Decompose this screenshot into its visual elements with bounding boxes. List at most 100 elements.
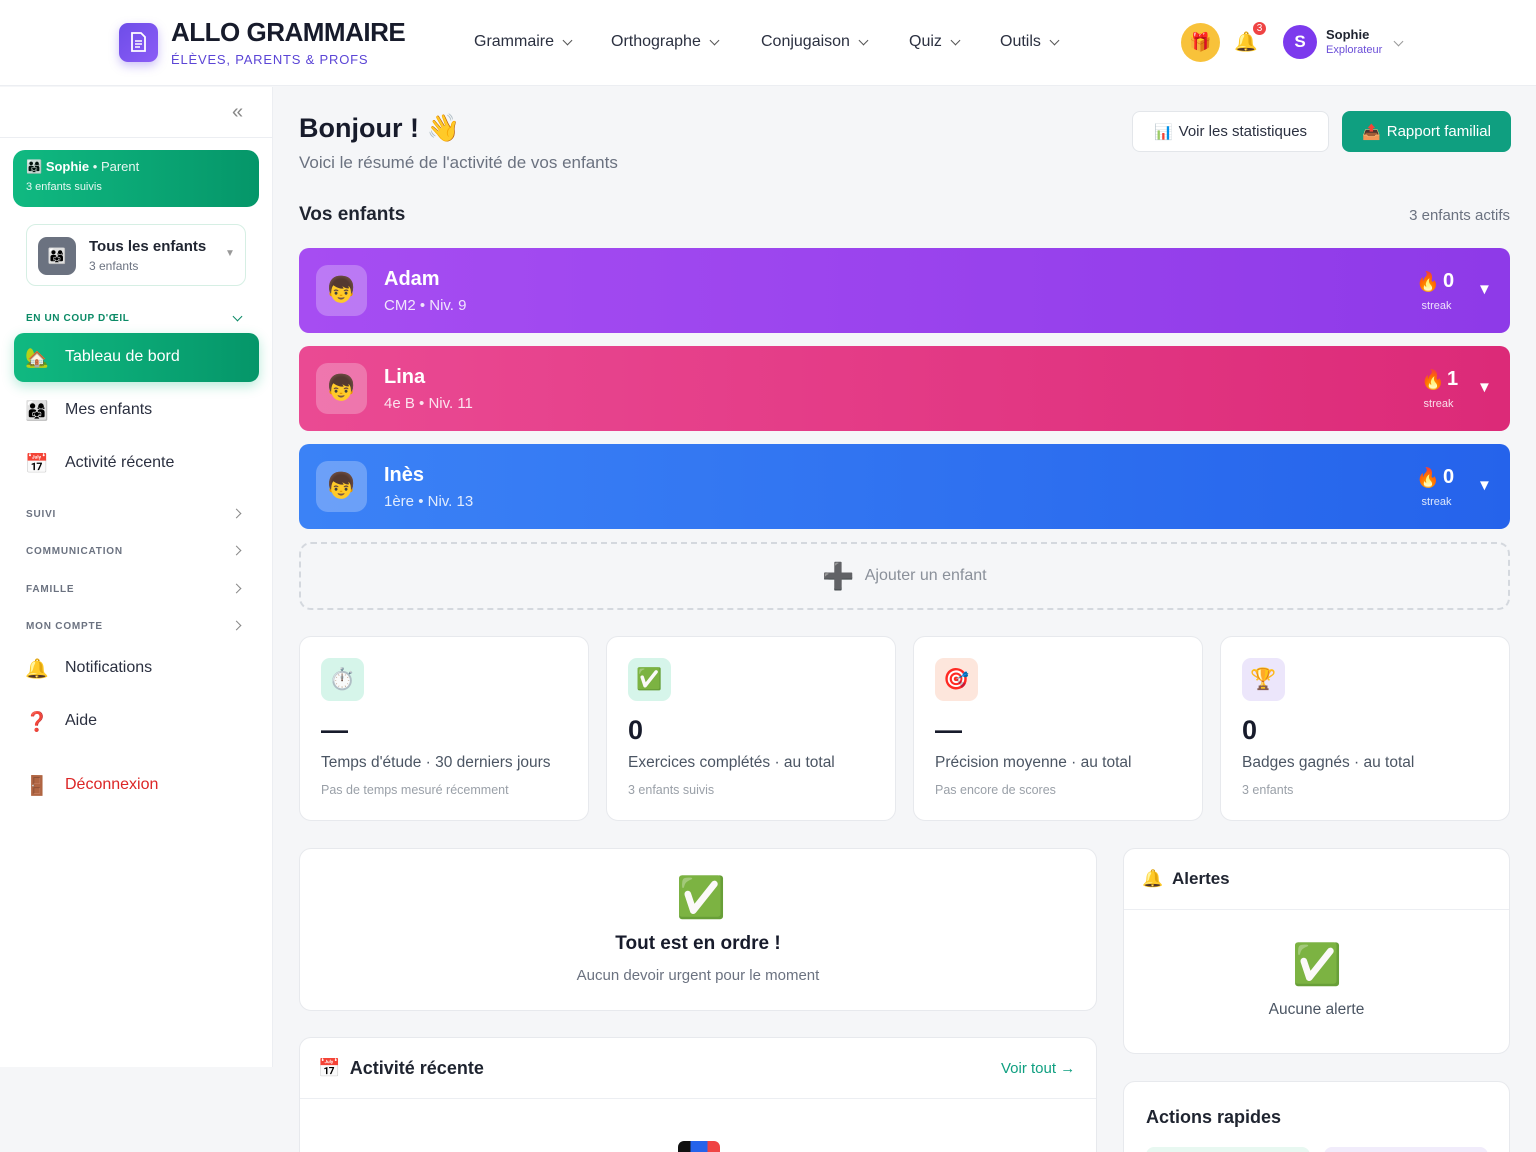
target-icon: 🎯 bbox=[935, 658, 978, 701]
chevron-down-icon bbox=[709, 35, 720, 45]
child-selector[interactable]: 👨‍👩‍👧 Tous les enfants 3 enfants ▼ bbox=[26, 224, 246, 286]
logo-icon[interactable] bbox=[119, 23, 158, 62]
chevron-right-icon[interactable] bbox=[231, 620, 242, 631]
streak-value: 1 bbox=[1447, 368, 1459, 390]
chevron-down-icon bbox=[858, 35, 869, 45]
child-card-adam[interactable]: 👦 Adam CM2 • Niv. 9 🔥 0 streak ▼ bbox=[299, 248, 1510, 333]
stat-note: Pas de temps mesuré récemment bbox=[321, 783, 509, 797]
logout-label: Déconnexion bbox=[65, 776, 159, 793]
nav-orthographe[interactable]: Orthographe bbox=[611, 33, 720, 51]
homework-status-panel: ✅ Tout est en ordre ! Aucun devoir urgen… bbox=[299, 848, 1097, 1011]
sidebar-item-label: Tableau de bord bbox=[65, 348, 180, 365]
page-title: Bonjour ! 👋 bbox=[299, 113, 461, 143]
nav-conjugaison[interactable]: Conjugaison bbox=[761, 33, 869, 51]
stat-value: — bbox=[935, 715, 962, 745]
homework-status-title: Tout est en ordre ! bbox=[615, 933, 781, 954]
view-stats-button[interactable]: 📊 Voir les statistiques bbox=[1132, 111, 1329, 152]
sidebar-item-label: Aide bbox=[65, 712, 98, 729]
stat-note: Pas encore de scores bbox=[935, 783, 1056, 797]
chevron-down-icon bbox=[1049, 35, 1060, 45]
streak-value: 0 bbox=[1443, 270, 1455, 292]
child-name: Inès bbox=[384, 464, 425, 486]
divider bbox=[0, 137, 272, 138]
chevron-right-icon[interactable] bbox=[231, 545, 242, 556]
stat-label: Précision moyenne · au total bbox=[935, 754, 1132, 771]
stat-value: — bbox=[321, 715, 348, 745]
sidebar-item-activity[interactable]: 📅 Activité récente bbox=[14, 439, 259, 488]
child-card-lina[interactable]: 👦 Lina 4e B • Niv. 11 🔥 1 streak ▼ bbox=[299, 346, 1510, 431]
outbox-icon: 📤 bbox=[1362, 123, 1381, 141]
view-all-link[interactable]: Voir tout → bbox=[1001, 1060, 1076, 1077]
chevron-down-icon bbox=[950, 35, 961, 45]
collapse-sidebar-icon[interactable]: « bbox=[232, 101, 244, 123]
fire-icon: 🔥 bbox=[1416, 468, 1440, 489]
group-mon-compte[interactable]: MON COMPTE bbox=[26, 621, 103, 632]
expand-icon[interactable]: ▼ bbox=[1477, 379, 1492, 396]
bell-icon[interactable]: 🔔 bbox=[1234, 32, 1258, 53]
group-famille[interactable]: FAMILLE bbox=[26, 584, 75, 595]
add-child-label: Ajouter un enfant bbox=[864, 567, 987, 584]
sidebar-item-label: Mes enfants bbox=[65, 401, 153, 418]
nav-outils[interactable]: Outils bbox=[1000, 33, 1060, 51]
quick-action-button[interactable] bbox=[1324, 1147, 1488, 1152]
child-name: Lina bbox=[384, 366, 426, 388]
child-selector-sub: 3 enfants bbox=[89, 259, 139, 273]
sidebar-item-notifications[interactable]: 🔔 Notifications bbox=[14, 644, 259, 693]
family-report-label: Rapport familial bbox=[1386, 123, 1491, 140]
expand-icon[interactable]: ▼ bbox=[1477, 477, 1492, 494]
avatar[interactable]: S bbox=[1283, 25, 1317, 59]
calendar-icon: 📅 bbox=[25, 454, 49, 475]
stat-note: 3 enfants suivis bbox=[628, 783, 715, 797]
top-bar: ALLO GRAMMAIRE ÉLÈVES, PARENTS & PROFS G… bbox=[0, 0, 1536, 86]
stat-label: Exercices complétés · au total bbox=[628, 754, 835, 771]
child-name: Adam bbox=[384, 268, 440, 290]
activity-illustration-icon bbox=[678, 1141, 720, 1152]
child-avatar-icon: 👦 bbox=[316, 265, 367, 316]
children-active-count: 3 enfants actifs bbox=[1409, 207, 1510, 224]
chart-icon: 📊 bbox=[1153, 123, 1173, 141]
gift-icon[interactable]: 🎁 bbox=[1181, 23, 1220, 62]
stat-card-study-time: ⏱️ — Temps d'étude · 30 derniers jours P… bbox=[299, 636, 589, 821]
chevron-down-icon[interactable] bbox=[1393, 36, 1404, 47]
caret-down-icon: ▼ bbox=[225, 248, 235, 259]
child-card-ines[interactable]: 👦 Inès 1ère • Niv. 13 🔥 0 streak ▼ bbox=[299, 444, 1510, 529]
child-level: 1ère • Niv. 13 bbox=[384, 493, 474, 510]
add-child-button[interactable]: ➕ Ajouter un enfant bbox=[299, 542, 1510, 610]
alerts-panel: 🔔 Alertes ✅ Aucune alerte bbox=[1123, 848, 1510, 1054]
stat-value: 0 bbox=[1242, 715, 1258, 745]
logout-button[interactable]: 🚪 Déconnexion bbox=[14, 761, 259, 810]
stat-value: 0 bbox=[628, 715, 644, 745]
alerts-title: Alertes bbox=[1172, 869, 1230, 888]
alerts-empty: Aucune alerte bbox=[1268, 1001, 1365, 1018]
view-stats-label: Voir les statistiques bbox=[1178, 123, 1308, 140]
chevron-right-icon[interactable] bbox=[231, 508, 242, 519]
quick-actions-panel: Actions rapides bbox=[1123, 1081, 1510, 1152]
expand-icon[interactable]: ▼ bbox=[1477, 281, 1492, 298]
group-suivi[interactable]: SUIVI bbox=[26, 509, 57, 520]
streak-label: streak bbox=[1421, 300, 1452, 312]
sidebar-item-children[interactable]: 👨‍👩‍👧 Mes enfants bbox=[14, 386, 259, 435]
family-report-button[interactable]: 📤 Rapport familial bbox=[1342, 111, 1511, 152]
fire-icon: 🔥 bbox=[1421, 370, 1445, 391]
door-icon: 🚪 bbox=[25, 776, 49, 797]
stat-label: Temps d'étude · 30 derniers jours bbox=[321, 754, 551, 771]
logo-title[interactable]: ALLO GRAMMAIRE bbox=[171, 17, 406, 47]
nav-grammaire[interactable]: Grammaire bbox=[474, 33, 573, 51]
nav-quiz[interactable]: Quiz bbox=[909, 33, 961, 51]
chevron-down-icon[interactable] bbox=[232, 311, 243, 322]
user-name[interactable]: Sophie bbox=[1326, 27, 1370, 42]
nav-label: Quiz bbox=[909, 33, 942, 50]
quick-action-button[interactable] bbox=[1146, 1147, 1310, 1152]
child-selector-title: Tous les enfants bbox=[89, 238, 207, 255]
sidebar-item-help[interactable]: ❓ Aide bbox=[14, 697, 259, 746]
quick-actions-title: Actions rapides bbox=[1146, 1107, 1282, 1127]
user-role: Explorateur bbox=[1326, 44, 1383, 56]
group-communication[interactable]: COMMUNICATION bbox=[26, 546, 123, 557]
section-glance[interactable]: EN UN COUP D'ŒIL bbox=[26, 313, 130, 324]
stat-card-exercises: ✅ 0 Exercices complétés · au total 3 enf… bbox=[606, 636, 896, 821]
bell-icon: 🔔 bbox=[1142, 869, 1164, 888]
chevron-right-icon[interactable] bbox=[231, 583, 242, 594]
question-icon: ❓ bbox=[25, 712, 49, 733]
parent-card: 👨‍👩‍👧 Sophie • Parent 3 enfants suivis bbox=[13, 150, 259, 207]
sidebar-item-dashboard[interactable]: 🏡 Tableau de bord bbox=[14, 333, 259, 382]
